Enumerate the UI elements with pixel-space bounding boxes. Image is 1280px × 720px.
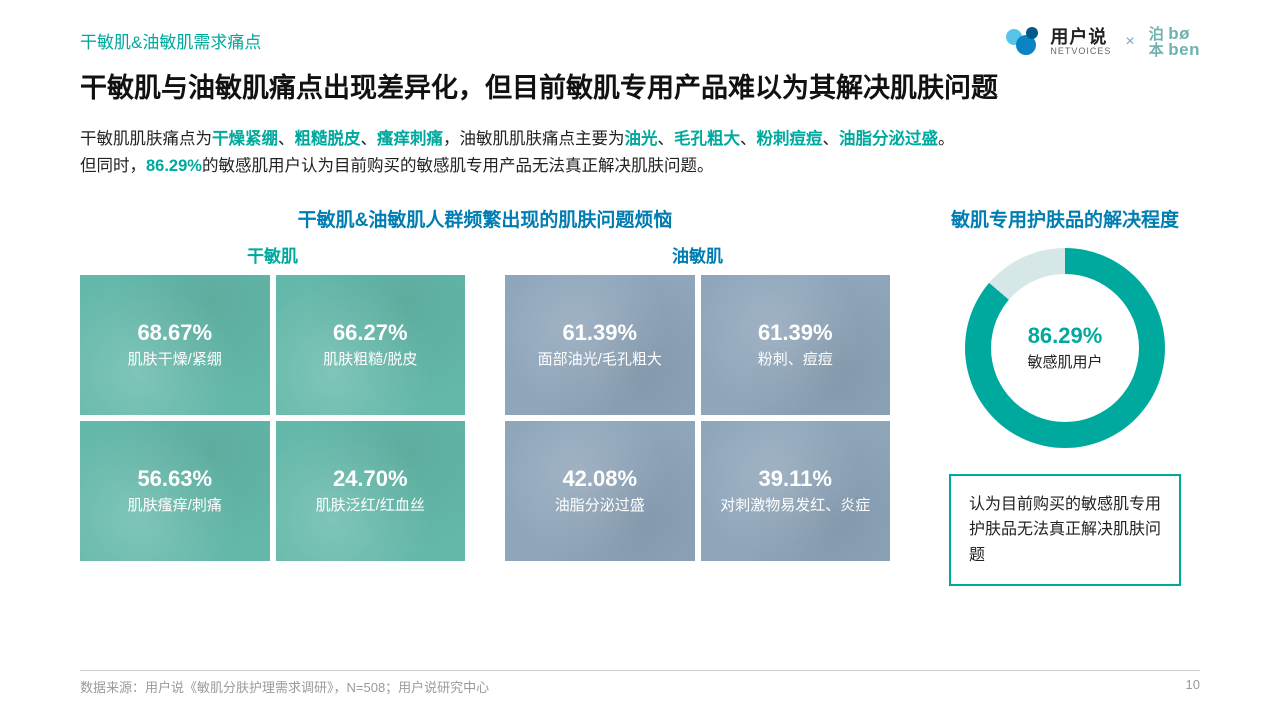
page-title: 干敏肌与油敏肌痛点出现差异化，但目前敏肌专用产品难以为其解决肌肤问题 (80, 71, 1200, 106)
page-number: 10 (1186, 677, 1200, 696)
oily-tiles: 61.39%面部油光/毛孔粗大 61.39%粉刺、痘痘 42.08%油脂分泌过盛… (505, 275, 890, 561)
tile-oily-0: 61.39%面部油光/毛孔粗大 (505, 275, 695, 415)
dry-tiles: 68.67%肌肤干燥/紧绷 66.27%肌肤粗糙/脱皮 56.63%肌肤瘙痒/刺… (80, 275, 465, 561)
logo-separator: × (1125, 33, 1134, 51)
right-section-title: 敏肌专用护肤品的解决程度 (930, 205, 1200, 232)
netvoices-icon (1006, 27, 1040, 57)
dry-group: 干敏肌 68.67%肌肤干燥/紧绷 66.27%肌肤粗糙/脱皮 56.63%肌肤… (80, 242, 465, 561)
tile-oily-3: 39.11%对刺激物易发红、炎症 (701, 421, 891, 561)
tile-oily-2: 42.08%油脂分泌过盛 (505, 421, 695, 561)
footer-source: 数据来源：用户说《敏肌分肤护理需求调研》，N=508；用户说研究中心 (80, 677, 489, 696)
slide: 用户说 NETVOICES × 泊bø 本ben 干敏肌&油敏肌需求痛点 干敏肌… (0, 0, 1280, 720)
tile-dry-3: 24.70%肌肤泛红/红血丝 (276, 421, 466, 561)
callout-box: 认为目前购买的敏感肌专用护肤品无法真正解决肌肤问题 (949, 474, 1181, 587)
logo-bar: 用户说 NETVOICES × 泊bø 本ben (1006, 26, 1200, 59)
left-column: 干敏肌&油敏肌人群频繁出现的肌肤问题烦恼 干敏肌 68.67%肌肤干燥/紧绷 6… (80, 205, 890, 587)
summary-paragraph: 干敏肌肌肤痛点为干燥紧绷、粗糙脱皮、瘙痒刺痛，油敏肌肌肤痛点主要为油光、毛孔粗大… (80, 126, 1200, 180)
boben-logo: 泊bø 本ben (1149, 26, 1200, 59)
tile-dry-2: 56.63%肌肤瘙痒/刺痛 (80, 421, 270, 561)
main-columns: 干敏肌&油敏肌人群频繁出现的肌肤问题烦恼 干敏肌 68.67%肌肤干燥/紧绷 6… (80, 205, 1200, 587)
netvoices-logo: 用户说 NETVOICES (1006, 27, 1111, 57)
donut-chart: 86.29% 敏感肌用户 (965, 248, 1165, 448)
dry-group-title: 干敏肌 (80, 242, 465, 267)
donut-sublabel: 敏感肌用户 (1027, 351, 1102, 372)
tile-dry-1: 66.27%肌肤粗糙/脱皮 (276, 275, 466, 415)
left-section-title: 干敏肌&油敏肌人群频繁出现的肌肤问题烦恼 (80, 205, 890, 232)
tile-dry-0: 68.67%肌肤干燥/紧绷 (80, 275, 270, 415)
donut-percent: 86.29% (1028, 323, 1103, 349)
netvoices-cn: 用户说 (1050, 28, 1111, 47)
tile-oily-1: 61.39%粉刺、痘痘 (701, 275, 891, 415)
oily-group-title: 油敏肌 (505, 242, 890, 267)
donut-center: 86.29% 敏感肌用户 (991, 274, 1139, 422)
footer: 数据来源：用户说《敏肌分肤护理需求调研》，N=508；用户说研究中心 10 (80, 670, 1200, 696)
oily-group: 油敏肌 61.39%面部油光/毛孔粗大 61.39%粉刺、痘痘 42.08%油脂… (505, 242, 890, 561)
netvoices-en: NETVOICES (1050, 47, 1111, 56)
right-column: 敏肌专用护肤品的解决程度 86.29% 敏感肌用户 认为目前购买的敏感肌专用护肤… (930, 205, 1200, 587)
